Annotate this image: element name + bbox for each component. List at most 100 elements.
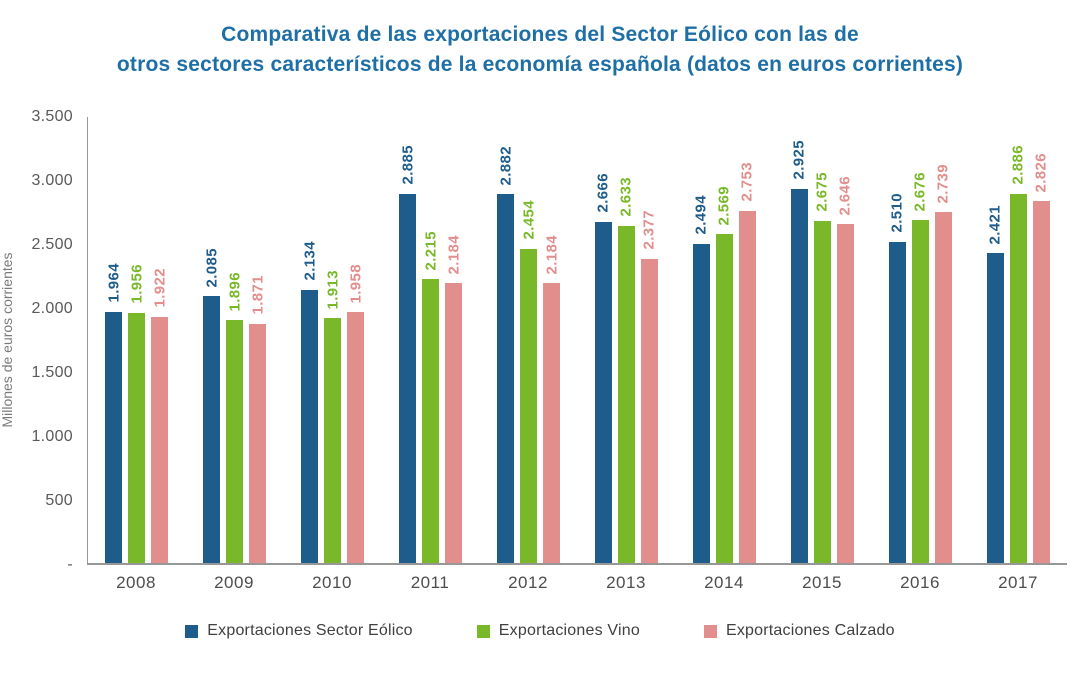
bar-slot: 2.215 xyxy=(422,231,440,563)
bar xyxy=(715,234,733,563)
bar-value-label: 1.956 xyxy=(128,264,146,304)
bar-value-label: 2.676 xyxy=(911,171,929,212)
bar-value-label: 2.184 xyxy=(543,234,561,275)
bar-slot: 2.753 xyxy=(738,162,756,563)
x-tick-label: 2009 xyxy=(214,573,254,592)
bar-value-label: 2.184 xyxy=(445,234,463,275)
legend-swatch xyxy=(476,624,490,638)
bar-slot: 2.885 xyxy=(399,145,417,563)
bar xyxy=(617,225,635,563)
bar-slot: 1.956 xyxy=(128,264,146,563)
bar-slot: 2.676 xyxy=(911,172,929,563)
bar xyxy=(1009,193,1027,563)
bar-slot: 1.922 xyxy=(151,268,169,563)
bar-slot: 2.886 xyxy=(1009,145,1027,563)
bar-value-label: 2.886 xyxy=(1009,145,1027,185)
bar-value-label: 2.646 xyxy=(836,175,854,216)
legend-swatch xyxy=(703,624,717,638)
x-tick-label: 2011 xyxy=(410,573,450,592)
bar-value-label: 2.454 xyxy=(520,200,538,240)
bar xyxy=(226,320,244,563)
bar-value-label: 2.085 xyxy=(203,247,221,288)
y-tick-label: 1.500 xyxy=(31,364,73,381)
bar-group: 2.494 2.569 2.753 xyxy=(675,117,773,563)
bar-slot: 2.666 xyxy=(594,173,612,563)
bar xyxy=(249,323,267,563)
bar xyxy=(128,312,146,563)
y-tick-label: 3.500 xyxy=(31,108,73,125)
bar-value-label: 2.134 xyxy=(301,241,319,281)
y-tick-label: 2.500 xyxy=(31,236,73,253)
bar xyxy=(738,210,756,563)
x-tick-label: 2015 xyxy=(802,573,842,592)
bar-slot: 2.739 xyxy=(934,164,952,563)
bar-slot: 2.633 xyxy=(617,177,635,563)
bar-slot: 2.184 xyxy=(543,235,561,563)
bar-value-label: 2.421 xyxy=(986,204,1004,245)
bar-value-label: 1.913 xyxy=(324,269,342,310)
x-axis-labels: 2008 2009 2010 2011 2012 2013 2014 2015 2016 2017 xyxy=(87,573,1067,593)
bar xyxy=(813,220,831,563)
bar-value-label: 2.826 xyxy=(1032,152,1050,193)
bar xyxy=(203,296,221,563)
legend-label: Exportaciones Vino xyxy=(498,622,640,639)
bar-group: 2.421 2.886 2.826 xyxy=(969,117,1067,563)
x-tick-label: 2013 xyxy=(606,573,646,592)
bar-groups: 1.964 1.956 1.922 2.085 1.896 1.871 2.134 1.913… xyxy=(88,117,1067,563)
bar-group: 2.510 2.676 2.739 xyxy=(871,117,969,563)
bar-slot: 2.134 xyxy=(301,241,319,563)
bar-group: 2.925 2.675 2.646 xyxy=(773,117,871,563)
bar-slot: 2.184 xyxy=(445,235,463,563)
bar-slot: 2.510 xyxy=(888,193,906,563)
bar-value-label: 2.675 xyxy=(813,172,831,212)
bar xyxy=(497,194,515,563)
bar-value-label: 2.882 xyxy=(497,145,515,186)
y-tick-label: - xyxy=(67,556,73,573)
legend-item: Exportaciones Sector Eólico xyxy=(185,622,413,640)
bar-value-label: 2.739 xyxy=(934,163,952,204)
legend-label: Exportaciones Sector Eólico xyxy=(207,622,413,639)
bar-value-label: 1.922 xyxy=(151,268,169,308)
bar-slot: 1.964 xyxy=(105,263,123,563)
bar-value-label: 1.896 xyxy=(226,271,244,312)
y-tick-label: 500 xyxy=(45,492,73,509)
bar-value-label: 2.885 xyxy=(399,145,417,185)
bar-value-label: 1.871 xyxy=(249,274,267,315)
bar-value-label: 2.753 xyxy=(738,162,756,202)
legend-label: Exportaciones Calzado xyxy=(725,622,895,639)
bar-value-label: 2.666 xyxy=(594,173,612,213)
bar xyxy=(888,241,906,563)
bar-slot: 2.646 xyxy=(836,176,854,563)
y-axis: 3.500 3.000 2.500 2.000 1.500 1.000 500 - xyxy=(0,108,80,573)
y-tick-label: 2.000 xyxy=(31,300,73,317)
bar-value-label: 1.958 xyxy=(347,263,365,304)
legend-item: Exportaciones Vino xyxy=(476,622,640,640)
bar-slot: 2.454 xyxy=(520,200,538,563)
bar-slot: 2.377 xyxy=(640,210,658,563)
bar-value-label: 2.510 xyxy=(888,193,906,233)
bar-value-label: 2.494 xyxy=(692,195,710,235)
x-tick-label: 2016 xyxy=(900,573,940,592)
bar-group: 2.666 2.633 2.377 xyxy=(578,117,676,563)
bar xyxy=(422,279,440,563)
bar xyxy=(986,253,1004,563)
bar-slot: 1.896 xyxy=(226,272,244,563)
x-tick-label: 2017 xyxy=(998,573,1038,592)
bar-value-label: 2.377 xyxy=(640,210,658,250)
bar-slot: 2.882 xyxy=(497,146,515,563)
bar-group: 1.964 1.956 1.922 xyxy=(88,117,186,563)
bar-slot: 2.675 xyxy=(813,172,831,563)
bar-slot: 1.913 xyxy=(324,270,342,563)
bar-slot: 2.925 xyxy=(790,140,808,563)
bar xyxy=(836,224,854,563)
legend-item: Exportaciones Calzado xyxy=(703,622,895,640)
bar xyxy=(520,248,538,563)
bar-group: 2.134 1.913 1.958 xyxy=(284,117,382,563)
x-tick-label: 2012 xyxy=(508,573,548,592)
bar xyxy=(911,220,929,563)
bar-slot: 2.494 xyxy=(692,195,710,563)
bar-value-label: 2.633 xyxy=(617,177,635,217)
bar-slot: 1.871 xyxy=(249,275,267,563)
legend-swatch xyxy=(185,624,199,638)
